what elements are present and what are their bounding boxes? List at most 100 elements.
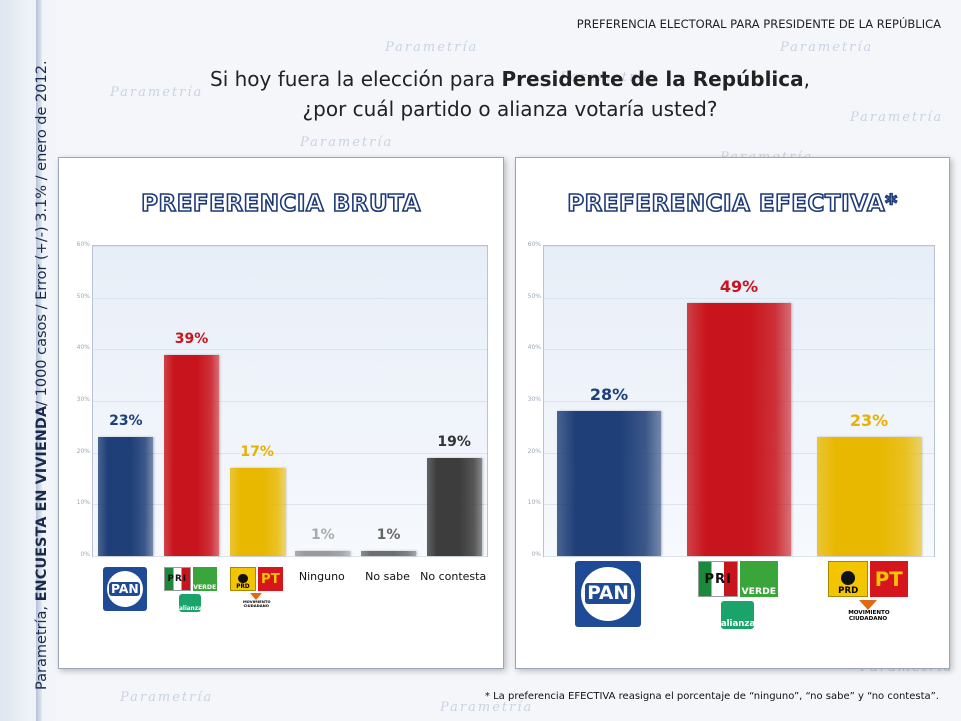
pt-logo: PT [869,561,908,598]
y-tick-label: 30% [76,396,90,403]
alianza-logo-text: alianza [179,606,202,613]
eagle-icon [858,599,877,610]
y-tick-label: 20% [527,447,541,455]
y-tick-label: 40% [527,344,541,352]
pvem-logo: VERDE [192,567,217,592]
chart-panel-bruta: PREFERENCIA BRUTA 23% 39% 17% 1% 1% 19% 0% 10%… [58,157,504,669]
y-tick-label: 0% [531,551,541,558]
y-tick-label: 60% [76,241,90,248]
bar-value-label: 49% [719,276,759,296]
movimiento-ciudadano-logo: MOVIMIENTO CIUDADANO [230,592,283,609]
question-line-2: ¿por cuál partido o alianza votaría uste… [302,97,718,121]
pt-logo-text: PT [874,567,903,591]
strip-edge [36,0,42,721]
bar-value-label: 28% [589,385,629,405]
gridline [93,504,487,506]
bar [817,437,921,556]
prd-pt-mc-logo: PRD PT MOVIMIENTO CIUDADANO [229,567,283,618]
category-label: No contesta [420,570,487,583]
pan-logo: PAN [102,567,147,611]
gridline [544,246,934,247]
watermark-text: Parametría [440,700,534,715]
prd-pt-mc-logo: PRD PT MOVIMIENTO CIUDADANO [828,561,908,637]
survey-caption: Parametría, ENCUESTA EN VIVIENDA/ 1000 c… [34,60,50,690]
gridline [93,349,487,351]
movimiento-ciudadano-logo: MOVIMIENTO CIUDADANO [828,599,907,623]
bar-value-label: 39% [174,330,209,347]
caption-prefix: Parametría, [34,601,50,690]
question-bold: Presidente de la República [501,67,804,91]
bar-value-label: 23% [849,411,889,431]
header-title: PREFERENCIA ELECTORAL PARA PRESIDENTE DE… [576,17,941,31]
bar [229,468,285,556]
pri-pvem-alianza-logo: PRI VERDE alianza [164,567,217,618]
prd-logo-text: PRD [236,584,250,591]
pvem-logo-text: VERDE [193,584,217,592]
y-tick-label: 50% [76,292,90,300]
bar-value-label: 19% [437,433,471,450]
chart-title-efectiva: PREFERENCIA EFECTIVA* [566,190,898,218]
pvem-logo-text: VERDE [741,586,777,598]
pan-logo-text: PAN [109,581,141,596]
watermark-text: Parametría [385,40,479,55]
pan-logo-text: PAN [584,583,632,605]
bar [687,302,791,556]
bar [557,411,661,556]
watermark-text: Parametría [120,690,214,705]
gridline [93,452,487,454]
pt-logo-text: PT [261,571,280,587]
alianza-logo: alianza [720,601,756,629]
watermark-text: Parametría [780,40,874,55]
y-tick-label: 40% [76,344,90,352]
plot-area-efectiva: 28% 49% 23% [543,245,935,557]
left-decorative-strip [0,0,62,721]
alianza-logo: alianza [179,593,202,613]
bar-value-label: 1% [376,526,401,543]
chart-title-bruta: PREFERENCIA BRUTA [140,190,421,218]
y-tick-label: 50% [527,292,541,300]
y-tick-label: 60% [527,241,541,248]
bar [295,550,351,556]
gridline [93,556,487,557]
pvem-logo: VERDE [739,561,778,598]
caption-details: / 1000 casos / Error (+/-) 3.1% / enero … [34,60,50,406]
bar [426,457,482,556]
eagle-icon [250,592,263,600]
pri-logo: PRI [698,561,738,598]
watermark-text: Parametría [300,135,394,150]
pan-logo-circle: PAN [106,570,143,608]
bar-value-label: 1% [310,526,335,543]
movimiento-ciudadano-text: MOVIMIENTO CIUDADANO [848,609,890,623]
pri-logo-text: PRI [704,571,733,587]
bar-value-label: 17% [240,444,274,461]
question-text: Si hoy fuera la elección para Presidente… [120,64,900,124]
caption-survey-type: ENCUESTA EN VIVIENDA [34,405,50,602]
pri-logo: PRI [164,567,191,592]
bar [98,437,154,556]
y-tick-label: 0% [80,551,90,558]
sun-icon [238,573,248,584]
movimiento-ciudadano-text: MOVIMIENTO CIUDADANO [242,599,271,609]
bar [360,550,417,556]
gridline [93,246,487,247]
y-tick-label: 20% [76,447,90,455]
question-suffix: , [803,67,810,91]
question-prefix: Si hoy fuera la elección para [210,67,502,91]
pan-logo: PAN [575,561,641,627]
category-label: No sabe [365,570,410,583]
category-label: Ninguno [298,570,345,583]
prd-logo: PRD [828,561,868,598]
pri-logo-text: PRI [167,574,188,585]
question-line-1: Si hoy fuera la elección para Presidente… [120,64,900,94]
gridline [93,297,487,299]
sun-icon [840,570,856,586]
pt-logo: PT [258,567,283,592]
alianza-logo-text: alianza [720,618,756,629]
y-tick-label: 10% [527,499,541,507]
pri-pvem-alianza-logo: PRI VERDE alianza [698,561,778,637]
bar-value-label: 23% [109,413,143,430]
plot-area-bruta: 23% 39% 17% 1% 1% 19% [92,245,488,557]
pan-logo-circle: PAN [580,566,636,622]
prd-logo-text: PRD [838,586,859,597]
gridline [93,401,487,402]
